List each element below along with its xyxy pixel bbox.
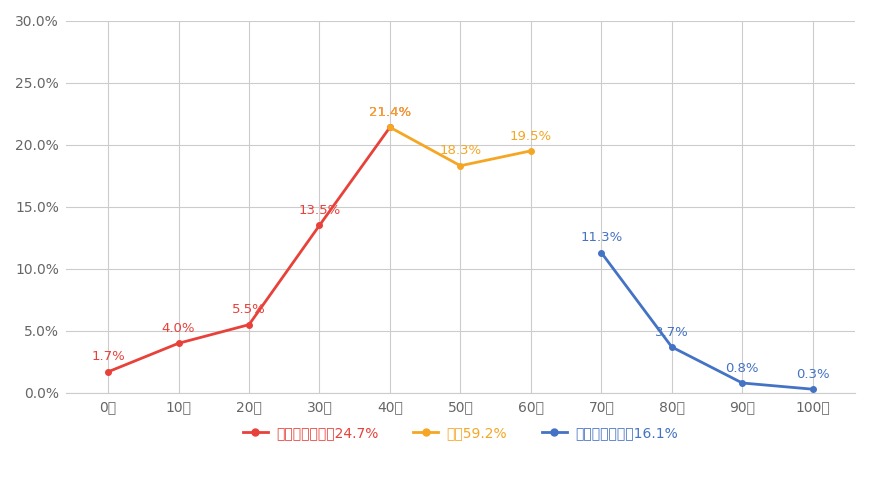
Text: 1.7%: 1.7%	[91, 350, 125, 363]
Text: 13.5%: 13.5%	[298, 204, 341, 217]
Text: 5.5%: 5.5%	[232, 303, 266, 316]
Text: 0.8%: 0.8%	[725, 362, 758, 375]
Text: 0.3%: 0.3%	[795, 368, 828, 381]
Text: 18.3%: 18.3%	[439, 145, 481, 158]
Text: 4.0%: 4.0%	[162, 322, 195, 335]
Text: 19.5%: 19.5%	[509, 130, 551, 143]
Text: 21.4%: 21.4%	[368, 106, 410, 119]
Legend: 低（悲観的）：24.7%, 中：59.2%, 高（樂観的）：16.1%: 低（悲観的）：24.7%, 中：59.2%, 高（樂観的）：16.1%	[237, 420, 683, 446]
Text: 21.4%: 21.4%	[368, 106, 410, 119]
Text: 3.7%: 3.7%	[654, 326, 688, 338]
Text: 11.3%: 11.3%	[580, 231, 621, 245]
